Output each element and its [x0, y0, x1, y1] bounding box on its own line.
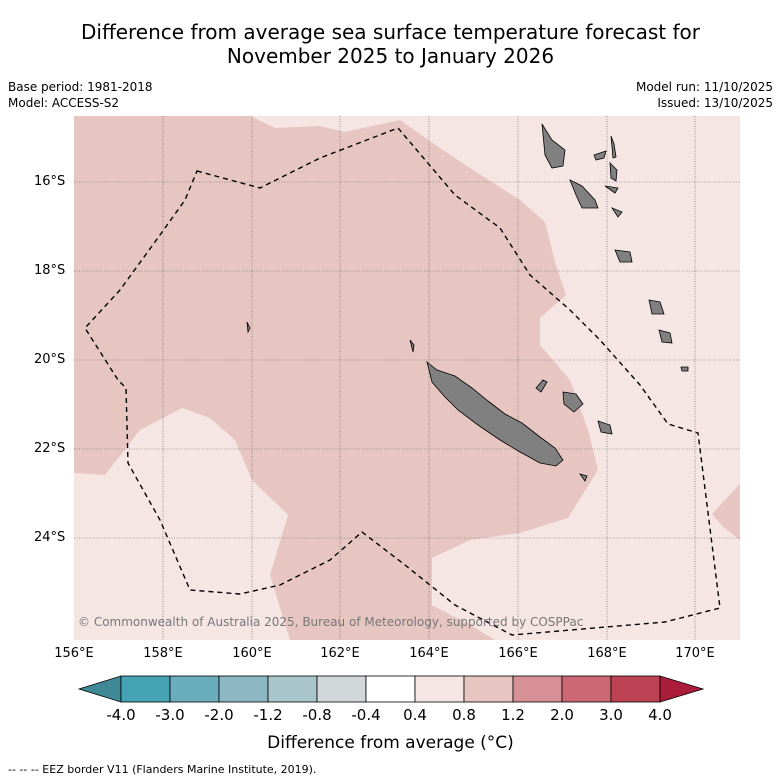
model-run: Model run: 11/10/2025 [635, 80, 773, 94]
loyalty-island-lifou [562, 391, 584, 413]
colorbar-segment [512, 675, 563, 703]
colorbar-label: -1.2 [253, 706, 283, 724]
colorbar-label: 3.0 [599, 706, 623, 724]
colorbar-segment [267, 675, 318, 703]
colorbar-label: -4.0 [106, 706, 136, 724]
colorbar-label: -3.0 [155, 706, 185, 724]
vanuatu-efate [614, 249, 633, 263]
colorbar-segment [414, 675, 465, 703]
lat-label-20s: 20°S [34, 352, 66, 367]
colorbar-label: 4.0 [648, 706, 672, 724]
vanuatu-aneityum [680, 366, 689, 372]
colorbar-segment [610, 675, 661, 703]
colorbar-segment [316, 675, 367, 703]
vanuatu-pentecost [609, 161, 618, 182]
colorbar-extend-low [77, 675, 122, 703]
lat-label-18s: 18°S [34, 263, 66, 278]
lon-label-162e: 162°E [320, 646, 360, 661]
lon-label-156e: 156°E [54, 646, 94, 661]
vanuatu-ambrym [604, 185, 619, 194]
vanuatu-epi [610, 207, 623, 218]
colorbar-segment [120, 675, 171, 703]
graticule [74, 116, 740, 640]
model-name: Model: ACCESS-S2 [8, 96, 120, 110]
vanuatu-espiritu-santo [541, 123, 566, 169]
colorbar-segment [561, 675, 612, 703]
vanuatu-tanna [658, 329, 673, 344]
meta-left: Base period: 1981-2018 Model: ACCESS-S2 [8, 79, 153, 111]
colorbar [77, 675, 705, 703]
colorbar-label: 0.4 [403, 706, 427, 724]
colorbar-label: -0.4 [351, 706, 381, 724]
vanuatu-malakula [569, 179, 599, 209]
colorbar-label: 1.2 [501, 706, 525, 724]
colorbar-extend-high [659, 675, 705, 703]
land [246, 123, 689, 482]
chesterfield-island [246, 321, 251, 334]
vanuatu-maewo [610, 135, 617, 159]
colorbar-label: 2.0 [550, 706, 574, 724]
loyalty-island-mare [597, 420, 613, 435]
map-area: © Commonwealth of Australia 2025, Bureau… [74, 116, 740, 640]
colorbar-title: Difference from average (°C) [267, 733, 514, 753]
meta-right: Model run: 11/10/2025 Issued: 13/10/2025 [636, 79, 773, 111]
colorbar-segment [169, 675, 220, 703]
lon-label-160e: 160°E [232, 646, 272, 661]
colorbar-segment [463, 675, 514, 703]
isle-of-pines [579, 473, 588, 482]
vanuatu-ambae [593, 150, 607, 161]
title-line-1: Difference from average sea surface temp… [80, 20, 700, 44]
colorbar-segment [365, 675, 416, 703]
eez-border [84, 127, 721, 636]
sst-warm-region [74, 116, 598, 640]
copyright-notice: © Commonwealth of Australia 2025, Bureau… [78, 615, 583, 629]
lon-label-168e: 168°E [587, 646, 627, 661]
lon-label-170e: 170°E [675, 646, 715, 661]
lon-label-166e: 166°E [498, 646, 538, 661]
lat-label-24s: 24°S [34, 530, 66, 545]
eez-legend: -- -- -- EEZ border V11 (Flanders Marine… [8, 763, 317, 776]
lat-label-16s: 16°S [34, 174, 66, 189]
sst-warm-patch [712, 484, 740, 540]
lon-label-164e: 164°E [409, 646, 449, 661]
issued-date: Issued: 13/10/2025 [657, 96, 773, 110]
colorbar-label: -2.0 [204, 706, 234, 724]
colorbar-label: -0.8 [302, 706, 332, 724]
title-line-2: November 2025 to January 2026 [226, 44, 555, 68]
loyalty-island-ouvea [535, 379, 548, 393]
lat-label-22s: 22°S [34, 441, 66, 456]
colorbar-segment [218, 675, 269, 703]
new-caledonia-island [426, 360, 564, 467]
vanuatu-erromango [648, 299, 665, 315]
chart-title: Difference from average sea surface temp… [0, 20, 781, 68]
lon-label-158e: 158°E [143, 646, 183, 661]
belep-islands [409, 339, 415, 353]
base-period: Base period: 1981-2018 [8, 80, 153, 94]
colorbar-label: 0.8 [452, 706, 476, 724]
